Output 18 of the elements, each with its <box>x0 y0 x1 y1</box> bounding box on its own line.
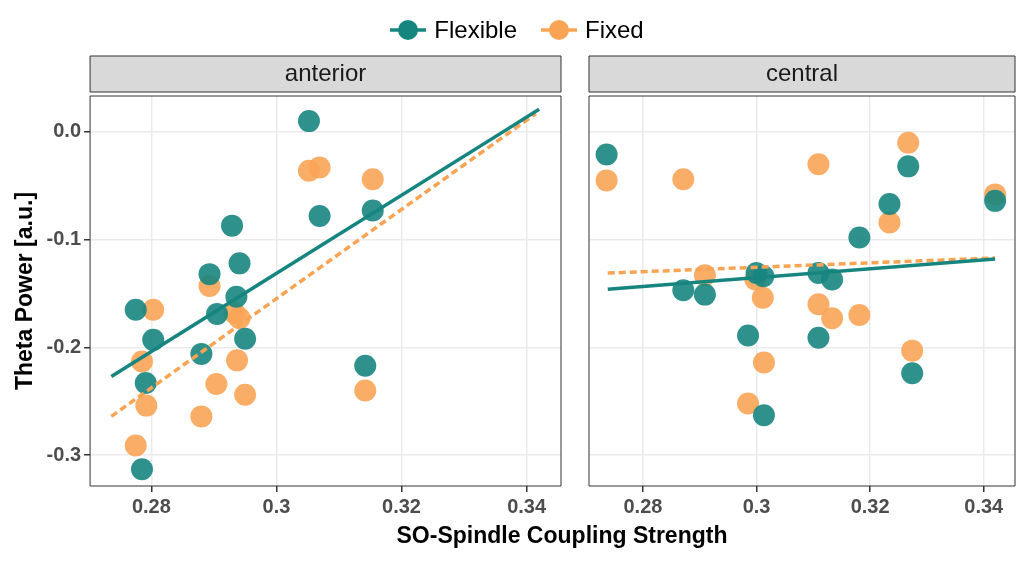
x-tick-label: 0.34 <box>964 494 1005 517</box>
y-tick-label: -0.2 <box>46 334 82 357</box>
chart-title: anterior <box>284 58 367 86</box>
x-tick-label: 0.32 <box>382 494 421 517</box>
y-tick-label: -0.1 <box>46 227 82 250</box>
chart-title: central <box>765 58 839 86</box>
y-tick-label: -0.3 <box>46 442 82 465</box>
x-tick-label: 0.32 <box>850 494 890 517</box>
legend-label: Fixed <box>585 16 644 44</box>
x-tick-label: 0.34 <box>507 494 547 517</box>
x-axis-title: SO-Spindle Coupling Strength <box>395 522 729 549</box>
x-tick-label: 0.28 <box>131 494 171 517</box>
x-tick-label: 0.3 <box>742 494 771 517</box>
x-tick-label: 0.3 <box>262 494 291 517</box>
y-tick-label: 0.0 <box>53 119 82 142</box>
x-tick-label: 0.28 <box>623 494 663 517</box>
y-axis-title: Theta Power [a.u.] <box>11 191 38 391</box>
legend-label: Flexible <box>434 16 517 44</box>
